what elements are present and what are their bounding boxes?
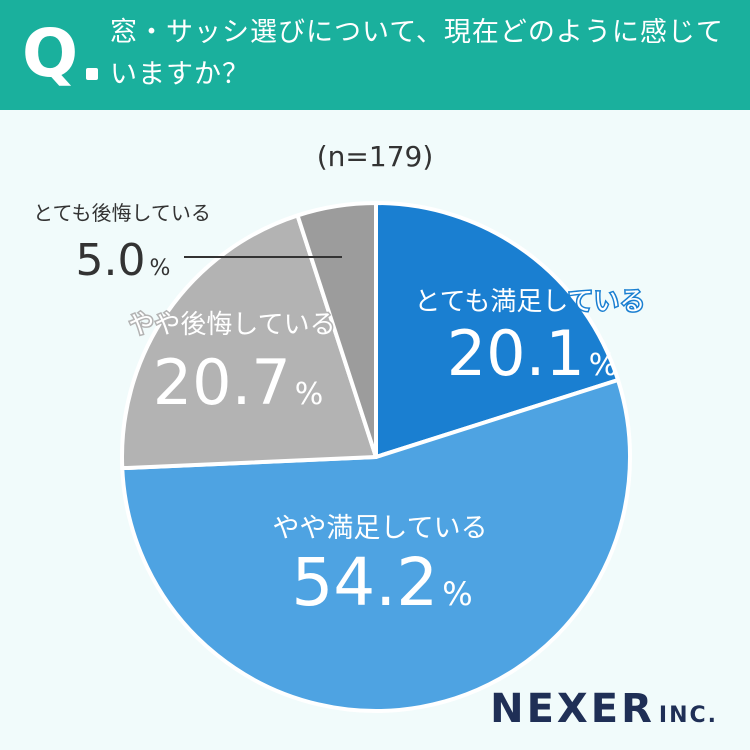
pie-slice-3 xyxy=(120,213,378,471)
question-text: 窓・サッシ選びについて、現在どのように感じていますか？ xyxy=(110,17,724,90)
nexer-logo: NEXER INC. xyxy=(490,686,718,732)
slice-label-4: とても後悔している xyxy=(33,201,211,225)
logo-suffix: INC. xyxy=(658,703,718,728)
question-dot xyxy=(86,68,98,80)
slice-value-2: 54.2% xyxy=(291,544,472,621)
slice-label-2: やや満足している xyxy=(272,513,487,544)
slice-label-1: とても満足している xyxy=(414,287,645,317)
slice-label-3: やや後悔している xyxy=(128,310,335,340)
sample-size-label: (n=179) xyxy=(316,140,434,173)
pie-slice-1 xyxy=(374,201,621,459)
slice-value-4: 5.0% xyxy=(76,235,171,286)
question-header: Q 窓・サッシ選びについて、現在どのように感じていますか？ xyxy=(0,0,750,110)
slice-value-3: 20.7% xyxy=(153,346,324,419)
slice-value-1: 20.1% xyxy=(447,317,618,390)
pie-slice-4 xyxy=(295,201,378,459)
question-mark: Q xyxy=(22,15,79,92)
logo-main: NEXER xyxy=(490,686,655,732)
